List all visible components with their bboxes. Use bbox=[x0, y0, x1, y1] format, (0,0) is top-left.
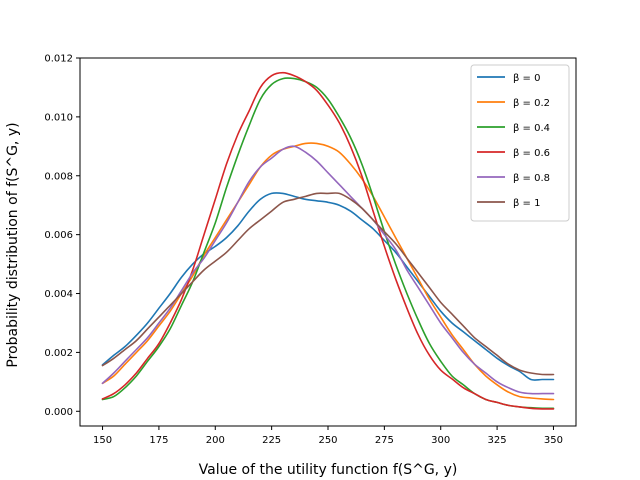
y-tick-label: 0.008 bbox=[44, 171, 73, 182]
y-axis-title: Probability distribution of f(S^G, y) bbox=[5, 122, 21, 367]
legend-label-4: β = 0.8 bbox=[513, 173, 550, 184]
y-tick-label: 0.002 bbox=[44, 348, 73, 359]
x-tick-label: 225 bbox=[262, 435, 281, 446]
y-tick-label: 0.006 bbox=[44, 230, 73, 241]
series-line-3 bbox=[101, 71, 555, 410]
series-layer bbox=[101, 71, 555, 410]
legend-label-0: β = 0 bbox=[513, 73, 540, 84]
y-tick-label: 0.010 bbox=[44, 112, 73, 123]
legend-box bbox=[470, 64, 570, 222]
y-tick-label: 0.012 bbox=[44, 54, 73, 65]
legend-label-2: β = 0.4 bbox=[513, 123, 550, 134]
x-tick-label: 350 bbox=[544, 435, 563, 446]
x-tick-label: 175 bbox=[149, 435, 168, 446]
legend-label-3: β = 0.6 bbox=[513, 148, 550, 159]
axes: 150 175 200 225 250 275 300 325 350 0.000 0.002 0.0… bbox=[44, 54, 577, 446]
legend-label-5: β = 1 bbox=[513, 198, 540, 209]
series-line-5 bbox=[101, 192, 555, 376]
x-tick-label: 150 bbox=[93, 435, 112, 446]
y-tick-label: 0.000 bbox=[44, 407, 73, 418]
x-tick-label: 200 bbox=[206, 435, 225, 446]
series-line-0 bbox=[101, 192, 555, 381]
x-tick-label: 275 bbox=[375, 435, 394, 446]
legend-label-1: β = 0.2 bbox=[513, 98, 550, 109]
x-tick-label: 250 bbox=[318, 435, 337, 446]
legend: β = 0 β = 0.2 β = 0.4 β = 0.6 β = 0.8 β = 1 bbox=[470, 64, 570, 222]
x-tick-label: 300 bbox=[431, 435, 450, 446]
y-tick-label: 0.004 bbox=[44, 289, 73, 300]
x-tick-label: 325 bbox=[488, 435, 507, 446]
x-axis-title: Value of the utility function f(S^G, y) bbox=[199, 462, 458, 478]
